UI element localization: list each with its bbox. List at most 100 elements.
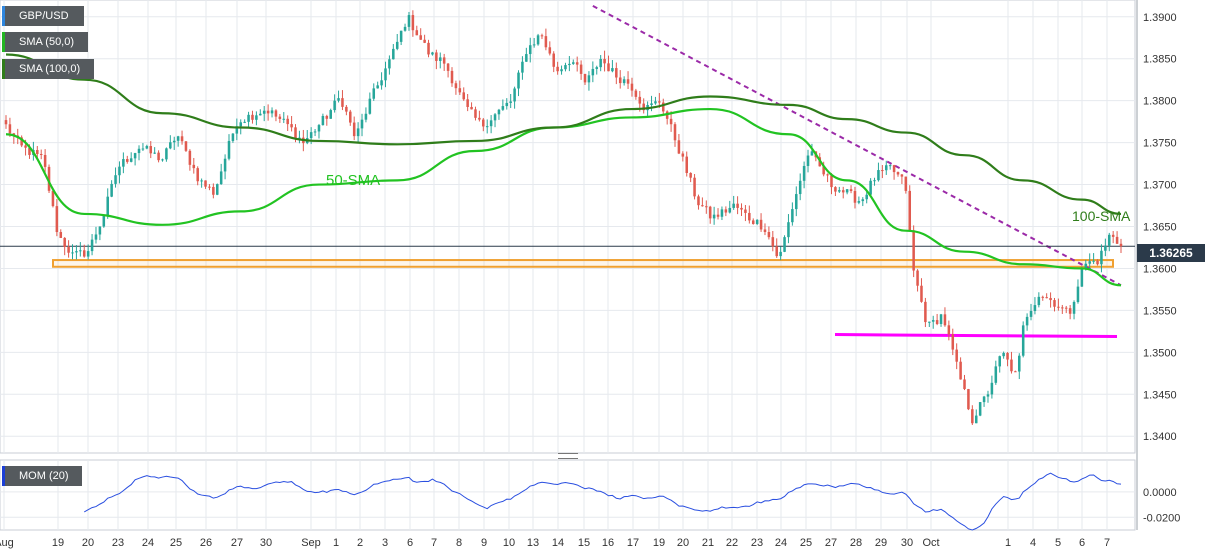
candle-body	[697, 196, 700, 206]
candle-body	[349, 111, 352, 123]
candle-body	[86, 251, 90, 257]
y-tick-label: 1.3700	[1143, 180, 1177, 192]
y-tick-label: 1.3800	[1143, 96, 1177, 108]
moving-average-layer: 50-SMA 100-SMA	[5, 53, 1131, 287]
candle-body	[1107, 234, 1111, 246]
y-tick-label-mom: 0.0000	[1143, 487, 1177, 499]
y-tick-label: 1.3750	[1143, 138, 1177, 150]
candle-body	[517, 72, 520, 89]
candle-body	[904, 176, 908, 191]
candle-body	[642, 103, 645, 111]
sma-100-annotation: 100-SMA	[1072, 208, 1131, 224]
candle-body	[122, 159, 125, 167]
candle-body	[947, 325, 951, 335]
candle-body	[732, 203, 735, 208]
candle-body	[1080, 268, 1084, 287]
candle-body	[368, 98, 372, 114]
candle-body	[712, 214, 716, 219]
candle-body	[579, 64, 583, 74]
candle-body	[239, 122, 243, 127]
legend-symbol[interactable]: GBP/USD	[2, 6, 84, 26]
candle-body	[184, 141, 188, 151]
candle-body	[1100, 250, 1103, 265]
candle-body	[407, 15, 411, 27]
y-tick-label: 1.3450	[1143, 389, 1177, 401]
legend-sma100[interactable]: SMA (100,0)	[2, 59, 94, 79]
candle-body	[419, 35, 422, 40]
candle-body	[669, 118, 673, 125]
candle-body	[509, 101, 512, 103]
candle-body	[39, 153, 43, 155]
candle-body	[881, 170, 884, 172]
candle-body	[403, 26, 407, 31]
candle-body	[622, 79, 626, 84]
momentum-pane	[84, 472, 1122, 531]
candle-body	[986, 394, 990, 397]
candle-body	[47, 166, 51, 191]
candle-body	[196, 168, 199, 182]
candle-body	[1076, 286, 1080, 302]
candle-body	[951, 334, 955, 350]
candle-body	[1002, 352, 1005, 357]
candle-body	[75, 251, 78, 253]
candle-body	[916, 270, 919, 286]
candle-body	[1096, 260, 1099, 265]
candle-body	[8, 124, 12, 134]
candle-body	[783, 237, 786, 252]
legend-sma50[interactable]: SMA (50,0)	[2, 32, 88, 52]
x-tick-label: 26	[200, 537, 212, 549]
candle-body	[928, 321, 931, 323]
pane-resize-handle[interactable]	[558, 453, 578, 459]
candle-body	[611, 68, 614, 72]
candle-body	[720, 209, 724, 217]
candle-body	[215, 184, 219, 195]
candle-body	[71, 252, 74, 254]
x-tick-label: Oct	[922, 537, 939, 549]
candle-body	[1041, 296, 1045, 298]
candle-body	[114, 175, 117, 184]
candle-body	[212, 186, 215, 195]
candle-body	[998, 356, 1001, 367]
candle-body	[454, 83, 458, 89]
x-tick-label: 8	[456, 537, 462, 549]
candle-body	[141, 148, 145, 150]
candle-body	[540, 35, 544, 37]
y-tick-label: 1.3650	[1143, 222, 1177, 234]
candle-body	[98, 226, 102, 235]
candle-body	[286, 118, 289, 125]
candle-body	[118, 166, 121, 176]
candle-body	[231, 133, 235, 141]
x-tick-label: 23	[751, 537, 763, 549]
candle-body	[282, 118, 286, 120]
candle-body	[873, 180, 876, 182]
x-tick-label: 24	[142, 537, 154, 549]
y-tick-label: 1.3400	[1143, 431, 1177, 443]
candle-body	[82, 250, 86, 257]
candle-body	[845, 189, 849, 193]
candle-body	[431, 52, 434, 55]
candle-body	[352, 122, 356, 137]
candle-body	[513, 88, 516, 102]
candle-body	[912, 230, 915, 271]
last-price-badge: 1.36265	[1137, 244, 1205, 262]
candle-body	[568, 63, 571, 66]
candle-body	[505, 102, 509, 107]
candle-body	[575, 62, 579, 65]
candle-body	[427, 42, 430, 55]
candle-body	[380, 80, 383, 86]
momentum-pane-frame	[0, 459, 1136, 531]
x-tick-label: 7	[1104, 537, 1110, 549]
support-zone	[52, 259, 1114, 268]
x-tick-label: 28	[850, 537, 862, 549]
candle-body	[548, 47, 552, 54]
candle-body	[795, 194, 798, 210]
candle-body	[294, 127, 297, 139]
support-line	[834, 333, 1118, 339]
candle-body	[235, 126, 239, 134]
y-tick-label: 1.3850	[1143, 54, 1177, 66]
legend-momentum[interactable]: MOM (20)	[2, 466, 82, 486]
candle-body	[1104, 245, 1107, 251]
candle-body	[877, 170, 880, 181]
candle-body	[411, 15, 415, 31]
